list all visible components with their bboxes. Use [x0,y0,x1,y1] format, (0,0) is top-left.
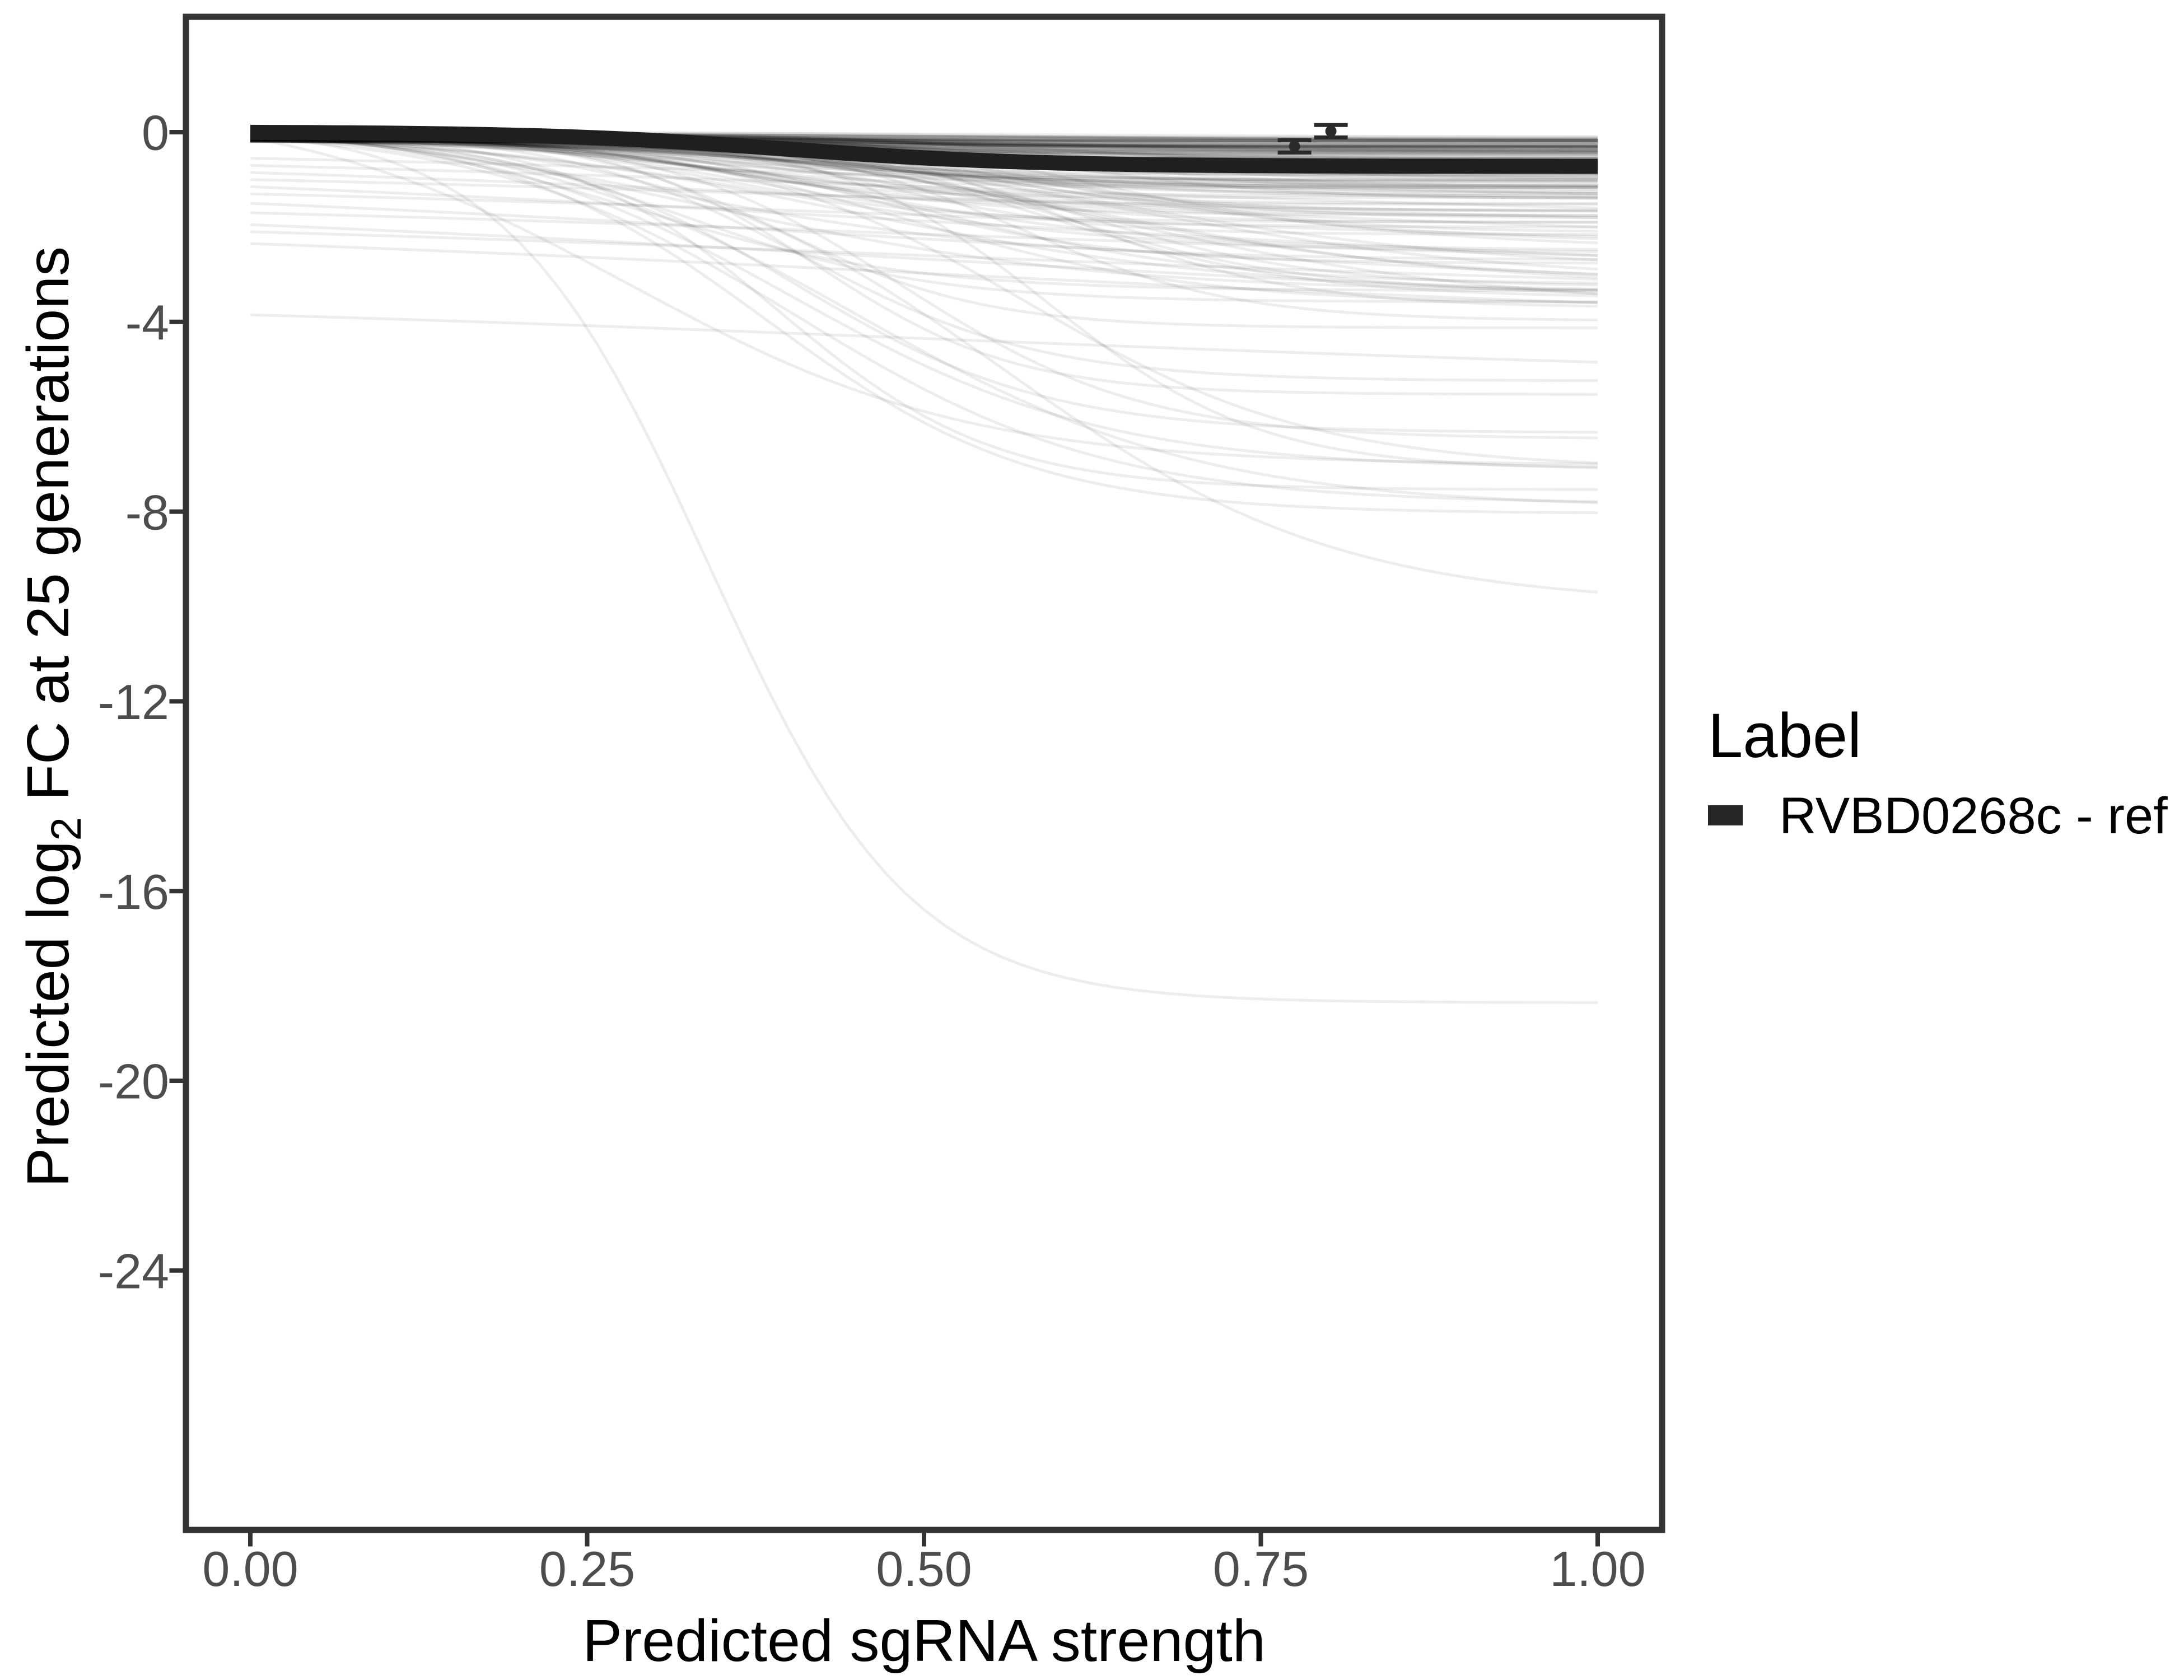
model-curve [250,139,1598,189]
model-curve-offset-start [250,157,1598,195]
model-curve [250,136,1598,503]
model-curve [250,137,1598,189]
legend-entry-ref: RVBD0268c - ref [1708,787,2168,844]
model-curve [250,137,1598,200]
model-curve [250,132,1598,304]
y-tick-label: -12 [98,674,169,730]
model-curve-offset-start [250,242,1598,305]
x-axis-tick-labels: 0.00 0.25 0.50 0.75 1.00 [202,1541,1645,1597]
legend-key-line-swatch [1708,805,1743,825]
model-curve [250,132,1598,292]
x-axis-ticks [248,1533,1600,1547]
model-curve [250,133,1598,329]
model-curve [250,138,1598,217]
model-curve [250,133,1598,213]
y-tick-label: -24 [98,1243,169,1299]
model-curve [250,139,1598,152]
error-bar-point [1277,138,1312,155]
model-curve [250,139,1598,187]
model-curve [250,139,1598,176]
model-curve-offset-start [250,171,1598,228]
y-axis-title-post: FC at 25 generations [15,246,81,817]
model-curve [250,139,1598,189]
model-curve-offset-start [250,313,1598,364]
y-axis-tick-labels: 0 -4 -8 -12 -16 -20 -24 [98,105,169,1299]
model-curve [250,137,1598,197]
x-tick-label: 0.75 [1213,1541,1309,1597]
ref-line [250,124,1598,174]
model-curve [250,137,1598,434]
error-bar-points [1277,123,1348,155]
model-curve-offset-start [250,178,1598,219]
model-curve [250,132,1598,229]
model-curve [250,133,1598,261]
model-curve [250,132,1598,505]
y-tick-label: -4 [125,295,169,350]
model-curve [250,132,1598,491]
y-axis-title-pre: Predicted log [15,841,81,1187]
x-tick-label: 0.50 [876,1541,972,1597]
model-curve [250,132,1598,468]
y-tick-label: -8 [125,484,169,540]
model-curve [250,136,1598,184]
model-curve [250,140,1598,198]
model-curve [250,134,1598,223]
model-curve-deep-outlier [250,133,1598,1004]
legend-title: Label [1708,701,1861,771]
ref-curve [250,124,1598,174]
model-curve [250,132,1598,515]
x-axis-title: Predicted sgRNA strength [582,1608,1266,1674]
y-tick-label: 0 [142,105,169,161]
model-curve-offset-start [250,164,1598,209]
x-tick-label: 1.00 [1550,1541,1645,1597]
data-point-dot [1325,125,1337,137]
model-curve [250,132,1598,251]
panel-border [183,13,1665,1533]
y-axis-title: Predicted log2 FC at 25 generations [15,246,90,1187]
model-curve [250,139,1598,154]
model-curve [250,138,1598,291]
model-curve [250,134,1598,292]
model-curve [250,139,1598,195]
model-curve [250,136,1598,253]
model-curve-offset-start [250,202,1598,276]
model-curve-offset-start [250,230,1598,281]
y-tick-label: -16 [98,864,169,920]
y-axis-title-subscript: 2 [43,817,90,841]
legend-entry-label: RVBD0268c - ref [1779,787,2168,844]
model-curve [250,137,1598,465]
model-curve [250,136,1598,465]
x-tick-label: 0.25 [539,1541,635,1597]
panel-background [186,17,1662,1530]
model-curve [250,136,1598,193]
legend: Label RVBD0268c - ref [1708,701,2168,844]
data-point-dot [1289,141,1300,152]
y-tick-label: -20 [98,1054,169,1109]
model-curve [250,140,1598,184]
y-axis-ticks [169,130,183,1273]
model-curve [250,132,1598,382]
model-curve-offset-start [250,211,1598,257]
error-bar-point [1314,123,1348,139]
x-tick-label: 0.00 [202,1541,298,1597]
model-curve [250,132,1598,188]
model-curve-offset-start [250,223,1598,295]
model-curve-offset-start [250,185,1598,257]
model-curve-offset-start [250,192,1598,238]
model-curve [250,137,1598,594]
